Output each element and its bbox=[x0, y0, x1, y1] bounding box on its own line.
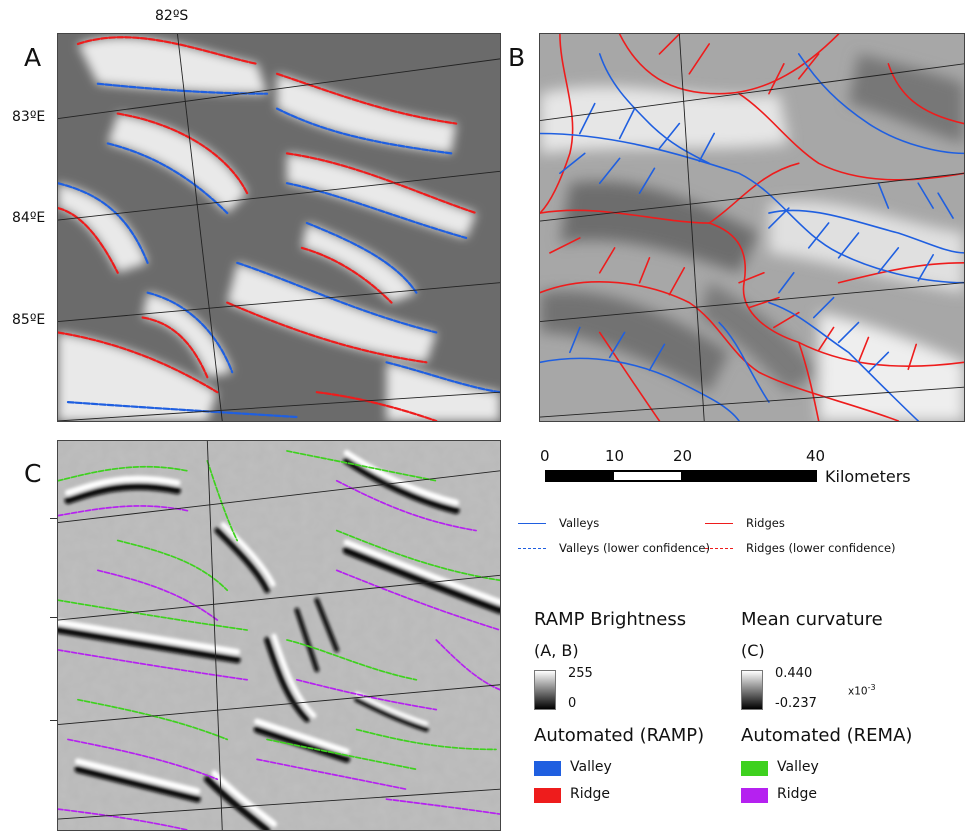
ramp-brightness-ramp bbox=[534, 670, 556, 710]
legend-ridges-lower-confidence: Ridges (lower confidence) bbox=[746, 541, 896, 555]
longitude-label-84: 84ºE bbox=[12, 210, 46, 226]
ramp-legend-title: RAMP Brightness bbox=[534, 609, 687, 630]
rema-multiplier-base: x10 bbox=[848, 685, 868, 698]
scale-bar-white-segment bbox=[614, 472, 681, 480]
scale-tick-40: 40 bbox=[806, 447, 826, 465]
rema-multiplier: x10-3 bbox=[848, 683, 876, 698]
scale-bar bbox=[545, 470, 817, 482]
tick-mark bbox=[50, 617, 57, 618]
scale-tick-20: 20 bbox=[673, 447, 693, 465]
rema-legend-subtitle: (C) bbox=[741, 641, 765, 660]
ramp-valley-swatch bbox=[534, 761, 561, 776]
scale-tick-10: 10 bbox=[605, 447, 625, 465]
legend-valleys-lower-confidence: Valleys (lower confidence) bbox=[559, 541, 710, 555]
ramp-ridge-label: Ridge bbox=[570, 786, 611, 802]
longitude-label-83: 83ºE bbox=[12, 109, 46, 125]
valleys-lc-line-swatch bbox=[518, 548, 546, 549]
rema-ridge-label: Ridge bbox=[777, 786, 818, 802]
map-panel-b bbox=[539, 33, 965, 422]
legend-valleys: Valleys bbox=[559, 516, 600, 530]
panel-label-b: B bbox=[508, 43, 526, 72]
rema-valley-label: Valley bbox=[777, 759, 819, 775]
rema-legend-title: Mean curvature bbox=[741, 609, 883, 630]
rema-ridge-swatch bbox=[741, 788, 768, 803]
ramp-legend-subtitle: (A, B) bbox=[534, 641, 579, 660]
scale-tick-0: 0 bbox=[540, 447, 550, 465]
rema-min-label: -0.237 bbox=[775, 696, 817, 711]
panel-label-c: C bbox=[24, 459, 42, 488]
tick-mark bbox=[50, 518, 57, 519]
valleys-line-swatch bbox=[518, 523, 546, 524]
automated-ramp-title: Automated (RAMP) bbox=[534, 725, 705, 746]
latitude-label: 82ºS bbox=[155, 8, 189, 24]
automated-rema-title: Automated (REMA) bbox=[741, 725, 913, 746]
legend-ridges: Ridges bbox=[746, 516, 785, 530]
panel-label-a: A bbox=[24, 43, 42, 72]
ridges-lc-line-swatch bbox=[705, 548, 733, 549]
ridges-line-swatch bbox=[705, 523, 733, 524]
ramp-valley-label: Valley bbox=[570, 759, 612, 775]
rema-max-label: 0.440 bbox=[775, 666, 813, 681]
map-panel-c bbox=[57, 440, 501, 831]
rema-multiplier-exponent: -3 bbox=[867, 683, 876, 692]
map-panel-a bbox=[57, 33, 501, 422]
rema-valley-swatch bbox=[741, 761, 768, 776]
scale-unit: Kilometers bbox=[825, 467, 911, 486]
ramp-min-label: 0 bbox=[568, 696, 577, 711]
ramp-max-label: 255 bbox=[568, 666, 593, 681]
longitude-label-85: 85ºE bbox=[12, 312, 46, 328]
mean-curvature-ramp bbox=[741, 670, 763, 710]
ramp-ridge-swatch bbox=[534, 788, 561, 803]
tick-mark bbox=[50, 720, 57, 721]
